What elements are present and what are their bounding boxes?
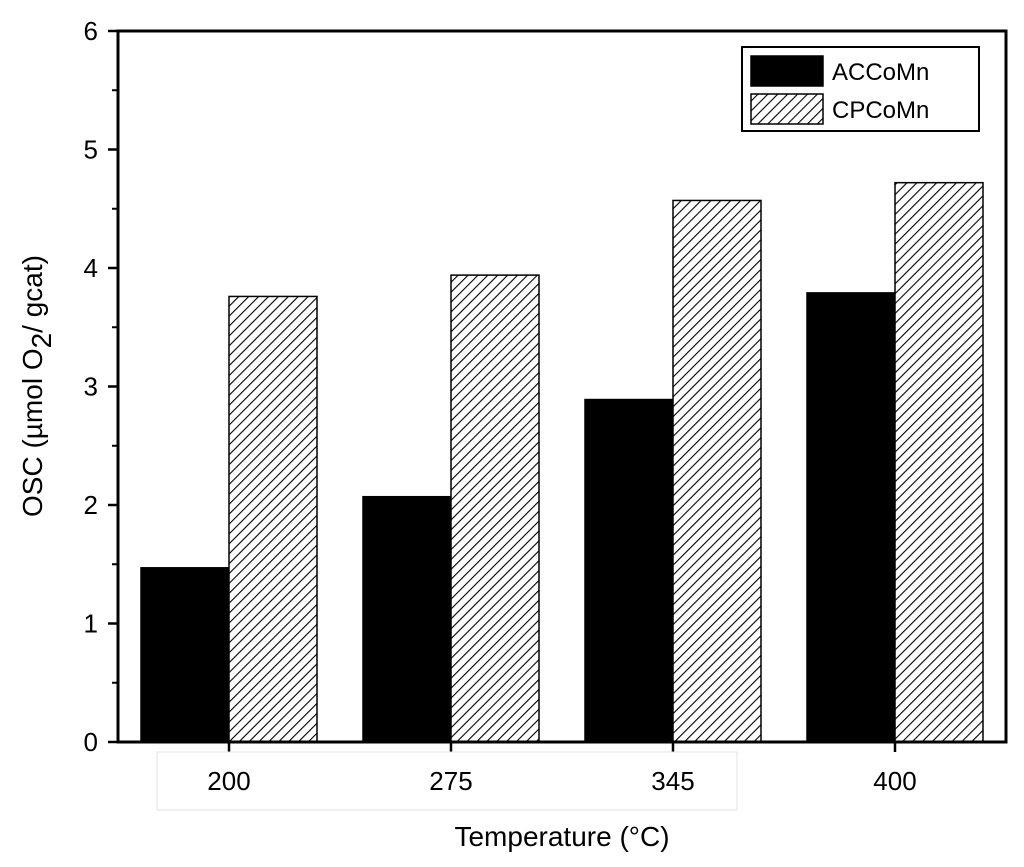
- x-axis-title: Temperature (°C): [454, 821, 669, 852]
- bars-group: [140, 181, 984, 743]
- y-tick-label-6: 6: [84, 16, 98, 46]
- x-tick-label-400: 400: [873, 766, 916, 796]
- bar-cpcomn-275: [450, 274, 540, 743]
- y-tick-label-0: 0: [84, 727, 98, 757]
- bar-cpcomn-345: [672, 199, 762, 743]
- legend-label-cpcomn: CPCoMn: [832, 97, 929, 124]
- x-tick-label-200: 200: [207, 766, 250, 796]
- y-tick-label-3: 3: [84, 372, 98, 402]
- y-axis-title-suffix: / gcat): [17, 255, 48, 333]
- y-axis-title-subscript: 2: [26, 333, 57, 349]
- y-axis-title: OSC (µmol O2/ gcat): [17, 255, 57, 517]
- x-tick-label-345: 345: [651, 766, 694, 796]
- bar-accomn-200: [140, 567, 230, 743]
- y-axis: 0 1 2 3 4 5 6: [84, 16, 118, 757]
- bar-accomn-275: [362, 495, 452, 743]
- legend: ACCoMn CPCoMn: [741, 46, 980, 132]
- x-label-box: [156, 751, 738, 811]
- legend-swatch-accomn: [750, 55, 824, 87]
- y-axis-title-prefix: OSC (µmol O: [17, 348, 48, 517]
- y-tick-label-1: 1: [84, 609, 98, 639]
- legend-label-accomn: ACCoMn: [832, 59, 929, 86]
- legend-swatch-cpcomn: [750, 93, 824, 125]
- bar-accomn-400: [806, 292, 896, 743]
- y-tick-label-2: 2: [84, 490, 98, 520]
- bar-cpcomn-400: [894, 181, 984, 743]
- bar-accomn-345: [584, 398, 674, 743]
- bar-cpcomn-200: [228, 295, 318, 743]
- y-tick-label-5: 5: [84, 135, 98, 165]
- y-tick-label-4: 4: [84, 253, 98, 283]
- x-axis: 200 275 345 400: [207, 742, 917, 796]
- x-tick-label-275: 275: [429, 766, 472, 796]
